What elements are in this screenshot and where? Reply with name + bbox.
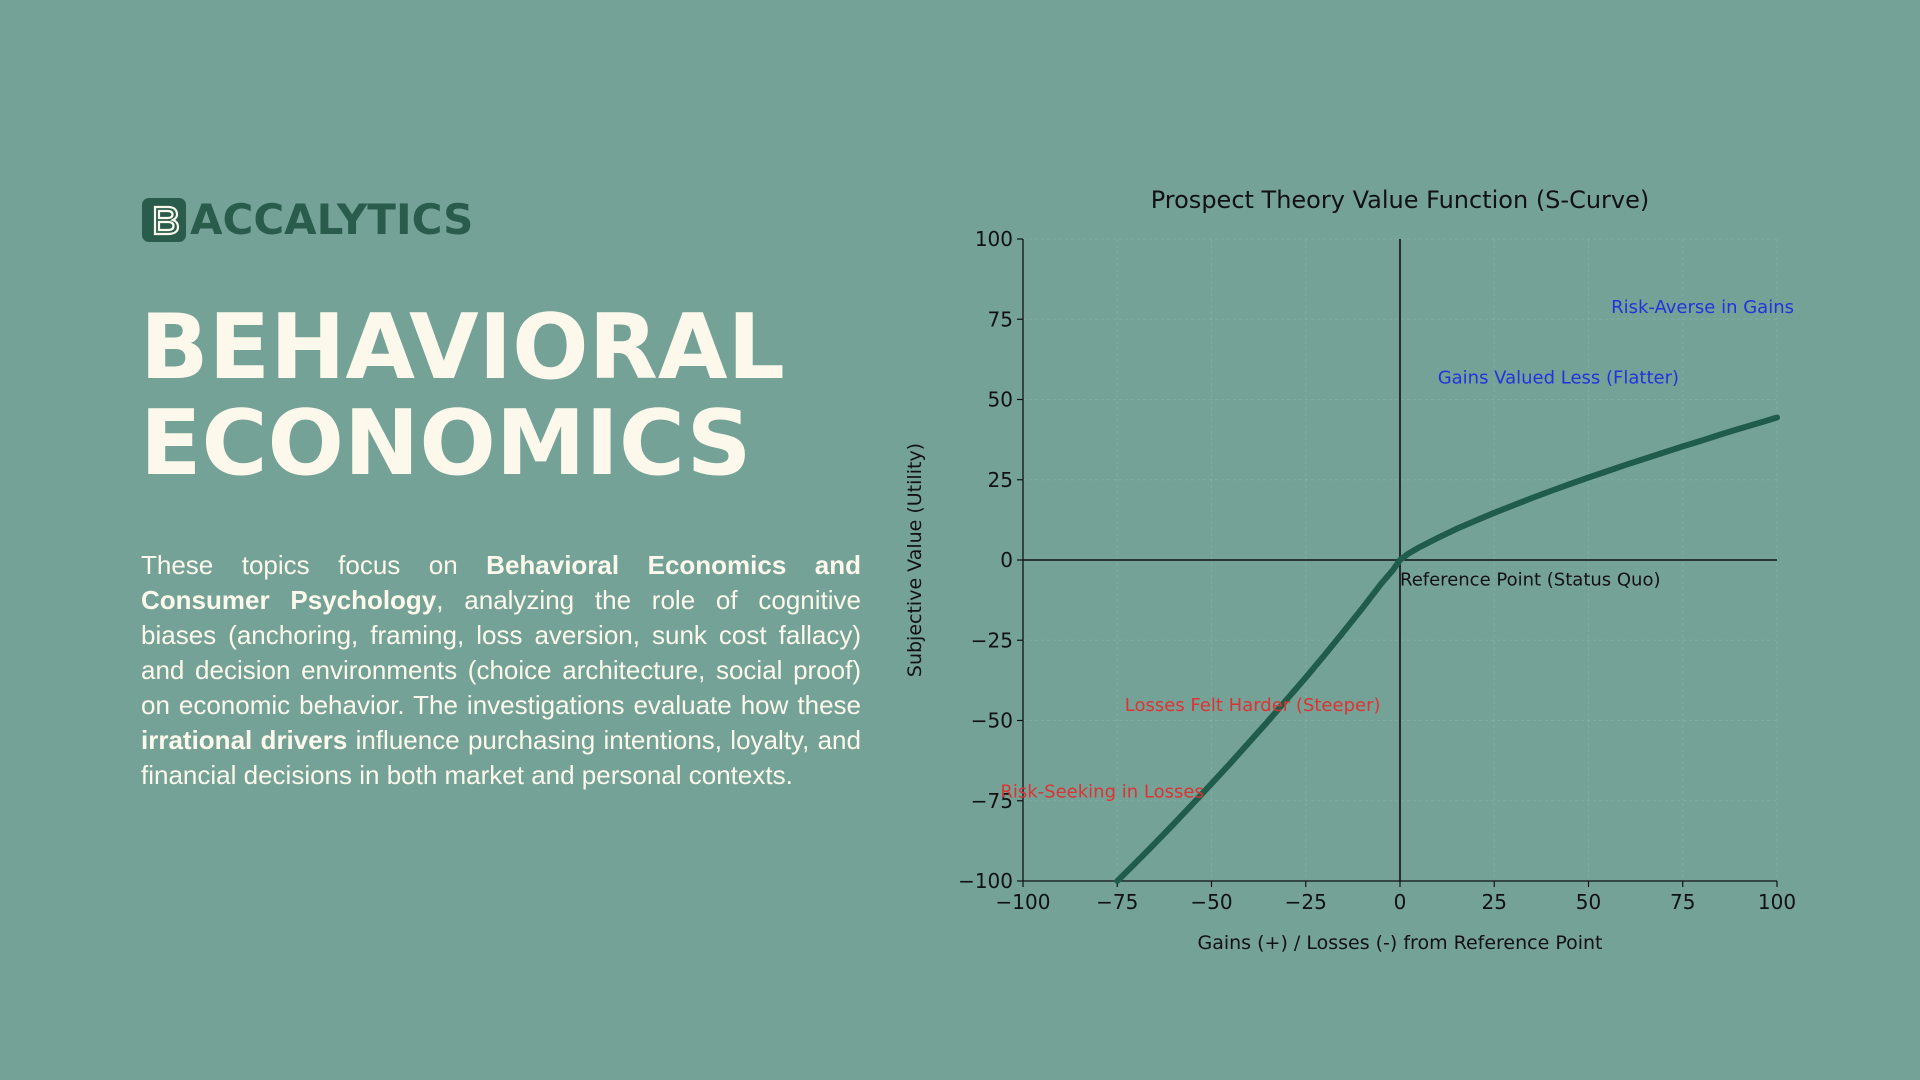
- value-function-curve: [1114, 414, 1780, 884]
- y-tick-label: 100: [975, 227, 1013, 251]
- x-tick-label: −100: [996, 890, 1051, 914]
- y-tick-label: −75: [971, 789, 1013, 813]
- chart-annotation: Risk-Seeking in Losses: [1000, 782, 1203, 803]
- chart-annotation: Risk-Averse in Gains: [1611, 297, 1794, 318]
- brand-name: ACCALYTICS: [190, 195, 474, 244]
- y-axis-label: Subjective Value (Utility): [904, 443, 926, 677]
- chart-svg: −100 −75 −50 −25 0 25 50 75 100 −100 −75 −50 −25 0 25 5…: [904, 186, 1796, 954]
- chart-annotation: Gains Valued Less (Flatter): [1438, 367, 1679, 388]
- y-tick-label: −50: [971, 709, 1013, 733]
- y-tick-label: 50: [988, 388, 1013, 412]
- x-tick-label: 25: [1482, 890, 1507, 914]
- y-tick-label: 25: [988, 468, 1013, 492]
- description-paragraph: These topics focus on Behavioral Economi…: [141, 548, 861, 793]
- chart-annotation: Reference Point (Status Quo): [1400, 570, 1661, 591]
- chart-annotation: Losses Felt Harder (Steeper): [1125, 695, 1381, 716]
- description-bold-1: Behavioral Economics and Consumer Psycho…: [141, 550, 862, 615]
- page-title: BEHAVIORAL ECONOMICS: [140, 300, 785, 492]
- title-line-2: ECONOMICS: [140, 391, 752, 496]
- logo-b-glyph-icon: [153, 205, 180, 236]
- x-tick-label: −50: [1190, 890, 1232, 914]
- x-tick-label: 75: [1670, 890, 1695, 914]
- x-axis-label: Gains (+) / Losses (-) from Reference Po…: [1197, 932, 1602, 954]
- description-text-3: influence purchasing intentions, loyalty…: [141, 725, 861, 790]
- x-tick-label: −75: [1096, 890, 1138, 914]
- y-tick-label: −100: [958, 869, 1013, 893]
- y-tick-label: 0: [1000, 548, 1013, 572]
- prospect-theory-chart: −100 −75 −50 −25 0 25 50 75 100 −100 −75 −50 −25 0 25 5…: [880, 170, 1820, 970]
- brand-logo: ACCALYTICS: [142, 196, 473, 244]
- x-tick-label: 0: [1394, 890, 1407, 914]
- description-text-1: These topics focus on: [141, 550, 487, 580]
- logo-mark-icon: [142, 198, 186, 242]
- chart-title: Prospect Theory Value Function (S-Curve): [1151, 186, 1650, 214]
- x-tick-label: 100: [1758, 890, 1796, 914]
- x-tick-label: −25: [1285, 890, 1327, 914]
- description-bold-2: irrational drivers: [141, 725, 348, 755]
- y-tick-label: 75: [988, 307, 1013, 331]
- description-text-2: , analyzing the role of cognitive biases…: [141, 585, 861, 720]
- title-line-1: BEHAVIORAL: [140, 295, 785, 400]
- x-tick-label: 50: [1576, 890, 1601, 914]
- y-tick-label: −25: [971, 628, 1013, 652]
